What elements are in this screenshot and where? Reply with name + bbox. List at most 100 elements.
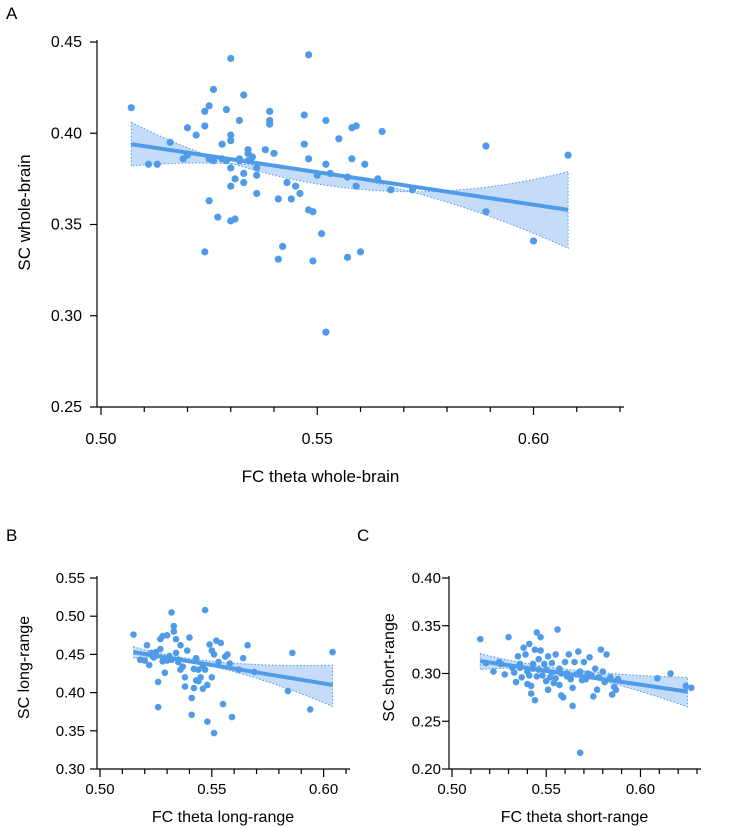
data-point (192, 654, 200, 662)
data-point (529, 660, 537, 668)
data-point (179, 663, 187, 670)
data-point (204, 681, 211, 689)
data-point (210, 651, 218, 658)
y-tick-label: 0.40 (412, 570, 441, 587)
data-point (590, 693, 597, 700)
data-point (537, 633, 544, 641)
y-tick-label: 0.35 (412, 618, 441, 635)
data-point (157, 645, 164, 653)
y-axis-title: SC short-range (381, 613, 398, 722)
data-point (597, 646, 605, 653)
data-point (181, 674, 189, 681)
data-point (569, 702, 576, 710)
data-point (168, 609, 175, 616)
data-point (525, 672, 533, 679)
y-tick-label: 0.30 (412, 666, 441, 683)
data-point (188, 711, 195, 719)
x-tick-label: 0.50 (85, 431, 116, 448)
chart-panel-a: 0.25 0.30 0.35 0.40 0.45 0.50 0.55 0.60 FC theta… (15, 34, 624, 486)
x-tick-label: 0.60 (518, 431, 549, 448)
data-point (593, 686, 601, 694)
data-point (525, 640, 533, 648)
data-point (253, 189, 261, 198)
data-point (215, 658, 222, 666)
x-tick-label: 0.60 (626, 781, 655, 798)
data-point (296, 189, 304, 198)
data-point (161, 669, 169, 677)
data-point (569, 684, 576, 692)
data-point (520, 644, 527, 652)
data-point (501, 671, 509, 678)
data-point (231, 215, 239, 223)
data-point (571, 658, 578, 666)
y-tick-label: 0.40 (56, 685, 85, 702)
data-point (343, 253, 352, 261)
data-point (227, 136, 235, 145)
data-point (183, 124, 192, 132)
data-point (199, 685, 207, 693)
data-point (352, 182, 360, 190)
data-point (219, 700, 227, 708)
x-tick-label: 0.60 (309, 781, 338, 798)
data-point (274, 195, 282, 203)
data-point (352, 122, 360, 130)
data-point (201, 248, 209, 256)
data-point (476, 635, 484, 643)
data-point (576, 749, 584, 757)
data-point (490, 668, 497, 675)
data-point (527, 682, 535, 690)
data-point (567, 675, 575, 683)
data-point (270, 149, 278, 157)
data-point (552, 651, 559, 658)
data-point (356, 248, 365, 256)
data-point (361, 160, 369, 168)
panel-letter-b: B (6, 526, 17, 545)
data-point (300, 140, 308, 148)
data-point (192, 131, 200, 139)
data-point (186, 634, 193, 641)
y-axis-title: SC long-range (16, 616, 33, 719)
chart-panel-b: 0.30 0.35 0.40 0.45 0.50 0.55 0.50 0.55 0.60 FC t… (16, 570, 350, 826)
data-point (195, 666, 202, 673)
data-point (210, 729, 218, 737)
y-tick-label: 0.55 (56, 570, 85, 587)
x-axis-title: FC theta long-range (152, 809, 294, 826)
x-tick-label: 0.55 (197, 781, 226, 798)
data-point (170, 622, 178, 630)
y-tick-label: 0.35 (51, 217, 82, 234)
data-point (309, 208, 317, 216)
data-point (188, 694, 195, 702)
data-point (531, 696, 539, 704)
panel-letter-a: A (6, 4, 18, 23)
data-point (143, 641, 151, 649)
data-point (292, 182, 300, 190)
data-point (541, 660, 548, 668)
data-point (239, 654, 247, 662)
data-point (240, 169, 248, 177)
data-point (231, 175, 239, 183)
data-point (591, 665, 599, 673)
data-point (130, 631, 137, 638)
data-point (512, 678, 520, 686)
data-point (287, 195, 295, 203)
data-point (284, 687, 292, 695)
data-point (654, 674, 661, 682)
data-point (222, 105, 231, 114)
data-point (145, 661, 153, 669)
data-point (283, 178, 291, 187)
data-point (322, 116, 330, 125)
x-tick-label: 0.55 (532, 781, 561, 798)
data-point (206, 641, 213, 648)
data-point (227, 164, 235, 172)
x-axis-title: FC theta whole-brain (242, 467, 400, 486)
data-point (544, 686, 552, 694)
y-tick-label: 0.45 (51, 34, 82, 51)
y-tick-label: 0.40 (51, 125, 82, 142)
data-point (266, 116, 274, 125)
data-point (612, 686, 620, 694)
data-point (529, 237, 538, 245)
data-point (548, 659, 556, 667)
data-point (154, 703, 162, 711)
data-point (576, 668, 584, 675)
